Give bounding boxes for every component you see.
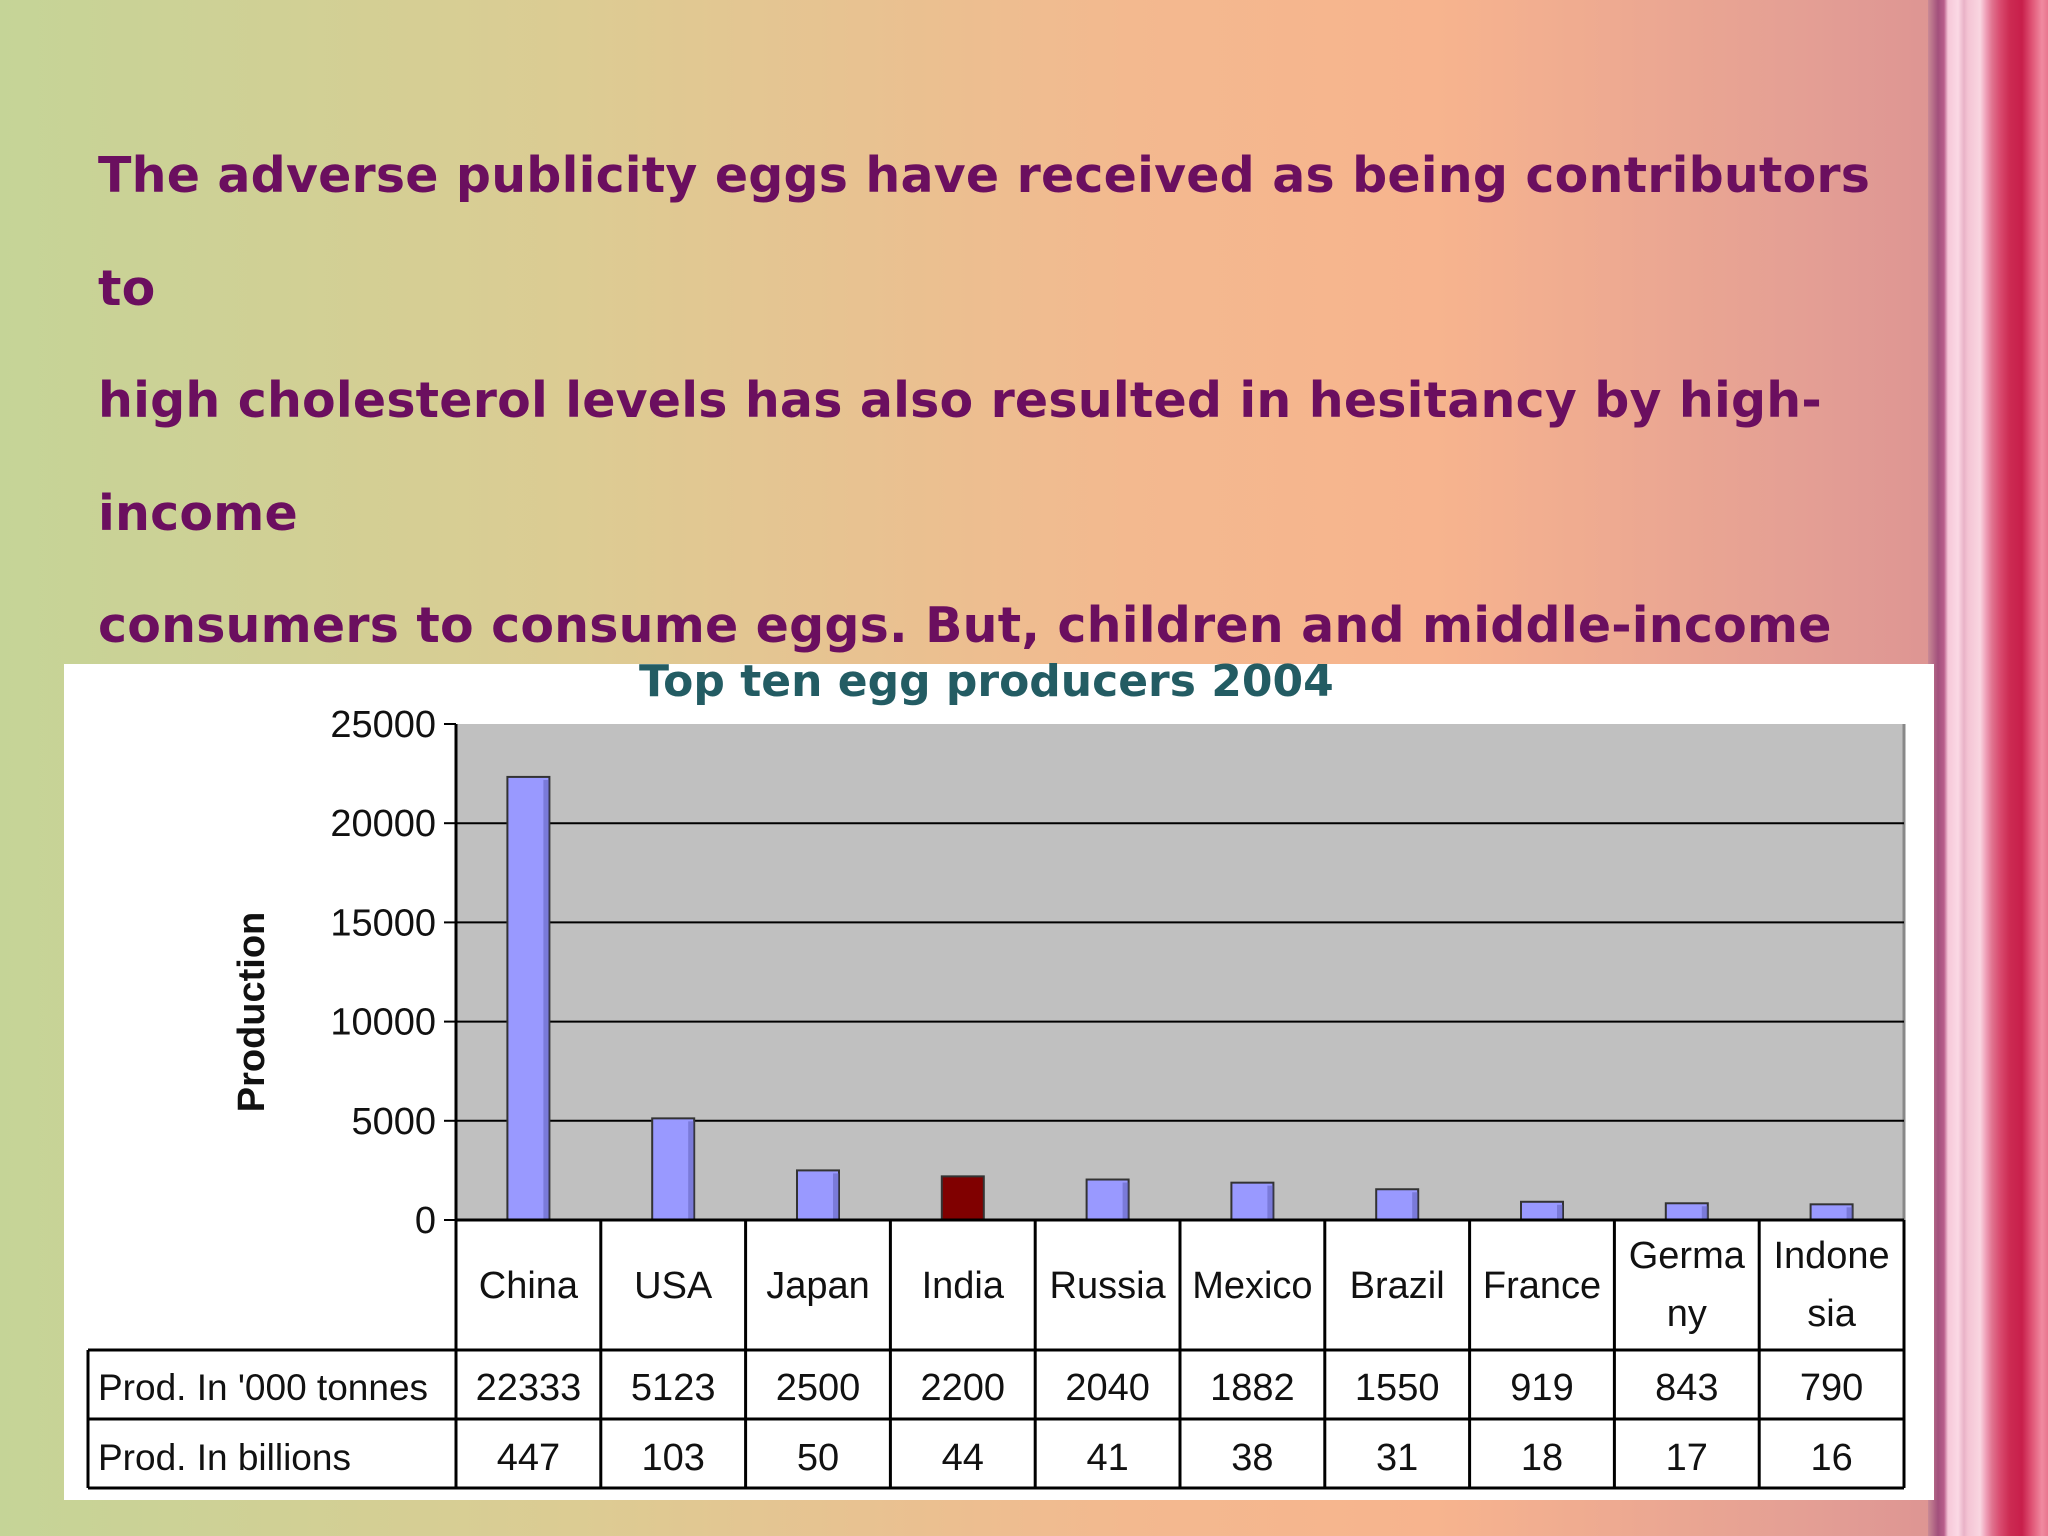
bar [1375,1188,1420,1221]
table-cell-value: 843 [1655,1367,1718,1409]
category-label: Japan [766,1265,870,1307]
table-cell-value: 1882 [1210,1367,1295,1409]
category-label: Indone [1773,1235,1889,1277]
bar [1520,1200,1564,1221]
bar [1230,1181,1275,1222]
table-cell-value: 103 [641,1437,704,1479]
table-cell-value: 31 [1376,1437,1418,1479]
category-label: Brazil [1350,1265,1445,1307]
y-tick-label: 15000 [330,902,436,944]
table-cell-value: 50 [797,1437,839,1479]
bar [940,1175,985,1221]
bar-shade [1701,1206,1708,1220]
y-tick-label: 25000 [330,704,436,746]
category-label: France [1483,1265,1601,1307]
bar-shade [833,1173,839,1220]
category-label: Mexico [1192,1265,1312,1307]
bar-shade [1557,1204,1563,1220]
bar [506,775,551,1222]
table-cell-value: 790 [1800,1367,1863,1409]
bar [796,1169,840,1221]
category-label: USA [634,1265,713,1307]
bar [1809,1203,1854,1222]
bar [1664,1202,1709,1222]
table-cell-value: 919 [1510,1367,1573,1409]
chart-title: Top ten egg producers 2004 [639,656,1334,707]
bar-shade [1122,1182,1129,1220]
bar-chart: 0 5000 10000 15000 20000 25000 Production China… [86,704,1906,1490]
bar [651,1117,696,1221]
y-tick-label: 10000 [330,1002,436,1044]
category-label: ny [1667,1293,1707,1335]
bar-shade [1846,1207,1853,1220]
category-label: sia [1807,1293,1856,1335]
bar-shade [543,779,550,1220]
table-row-label: Prod. In billions [98,1437,351,1478]
plot-area [456,724,1904,1220]
decorative-stripes [1928,0,2048,1536]
table-cell-value: 17 [1666,1437,1708,1479]
chart-panel: Top ten egg producers 2004 0 5000 10000 150… [64,656,1934,1500]
table-row-label: Prod. In '000 tonnes [98,1367,428,1408]
category-label: China [479,1265,579,1307]
table-cell-value: 18 [1521,1437,1563,1479]
bar-shade [1412,1192,1419,1220]
bar-shade [1267,1185,1274,1220]
table-cell-value: 2040 [1065,1367,1150,1409]
table-cell-value: 5123 [631,1367,716,1409]
table-cell-value: 44 [942,1437,984,1479]
y-tick-label: 0 [415,1200,436,1242]
table-cell-value: 2200 [921,1367,1006,1409]
category-label: India [922,1265,1005,1307]
bar [1085,1178,1130,1222]
bar-shade [688,1121,695,1220]
table-cell-value: 1550 [1355,1367,1440,1409]
table-cell-value: 16 [1810,1437,1852,1479]
table-cell-value: 38 [1231,1437,1273,1479]
y-tick-label: 5000 [351,1101,436,1143]
table-cell-value: 22333 [476,1367,582,1409]
y-axis-label: Production [231,912,273,1113]
y-tick-label: 20000 [330,803,436,845]
table-cell-value: 2500 [776,1367,861,1409]
category-label: Germa [1629,1235,1746,1277]
category-label: Russia [1050,1265,1167,1307]
table-cell-value: 447 [497,1437,560,1479]
table-cell-value: 41 [1086,1437,1128,1479]
